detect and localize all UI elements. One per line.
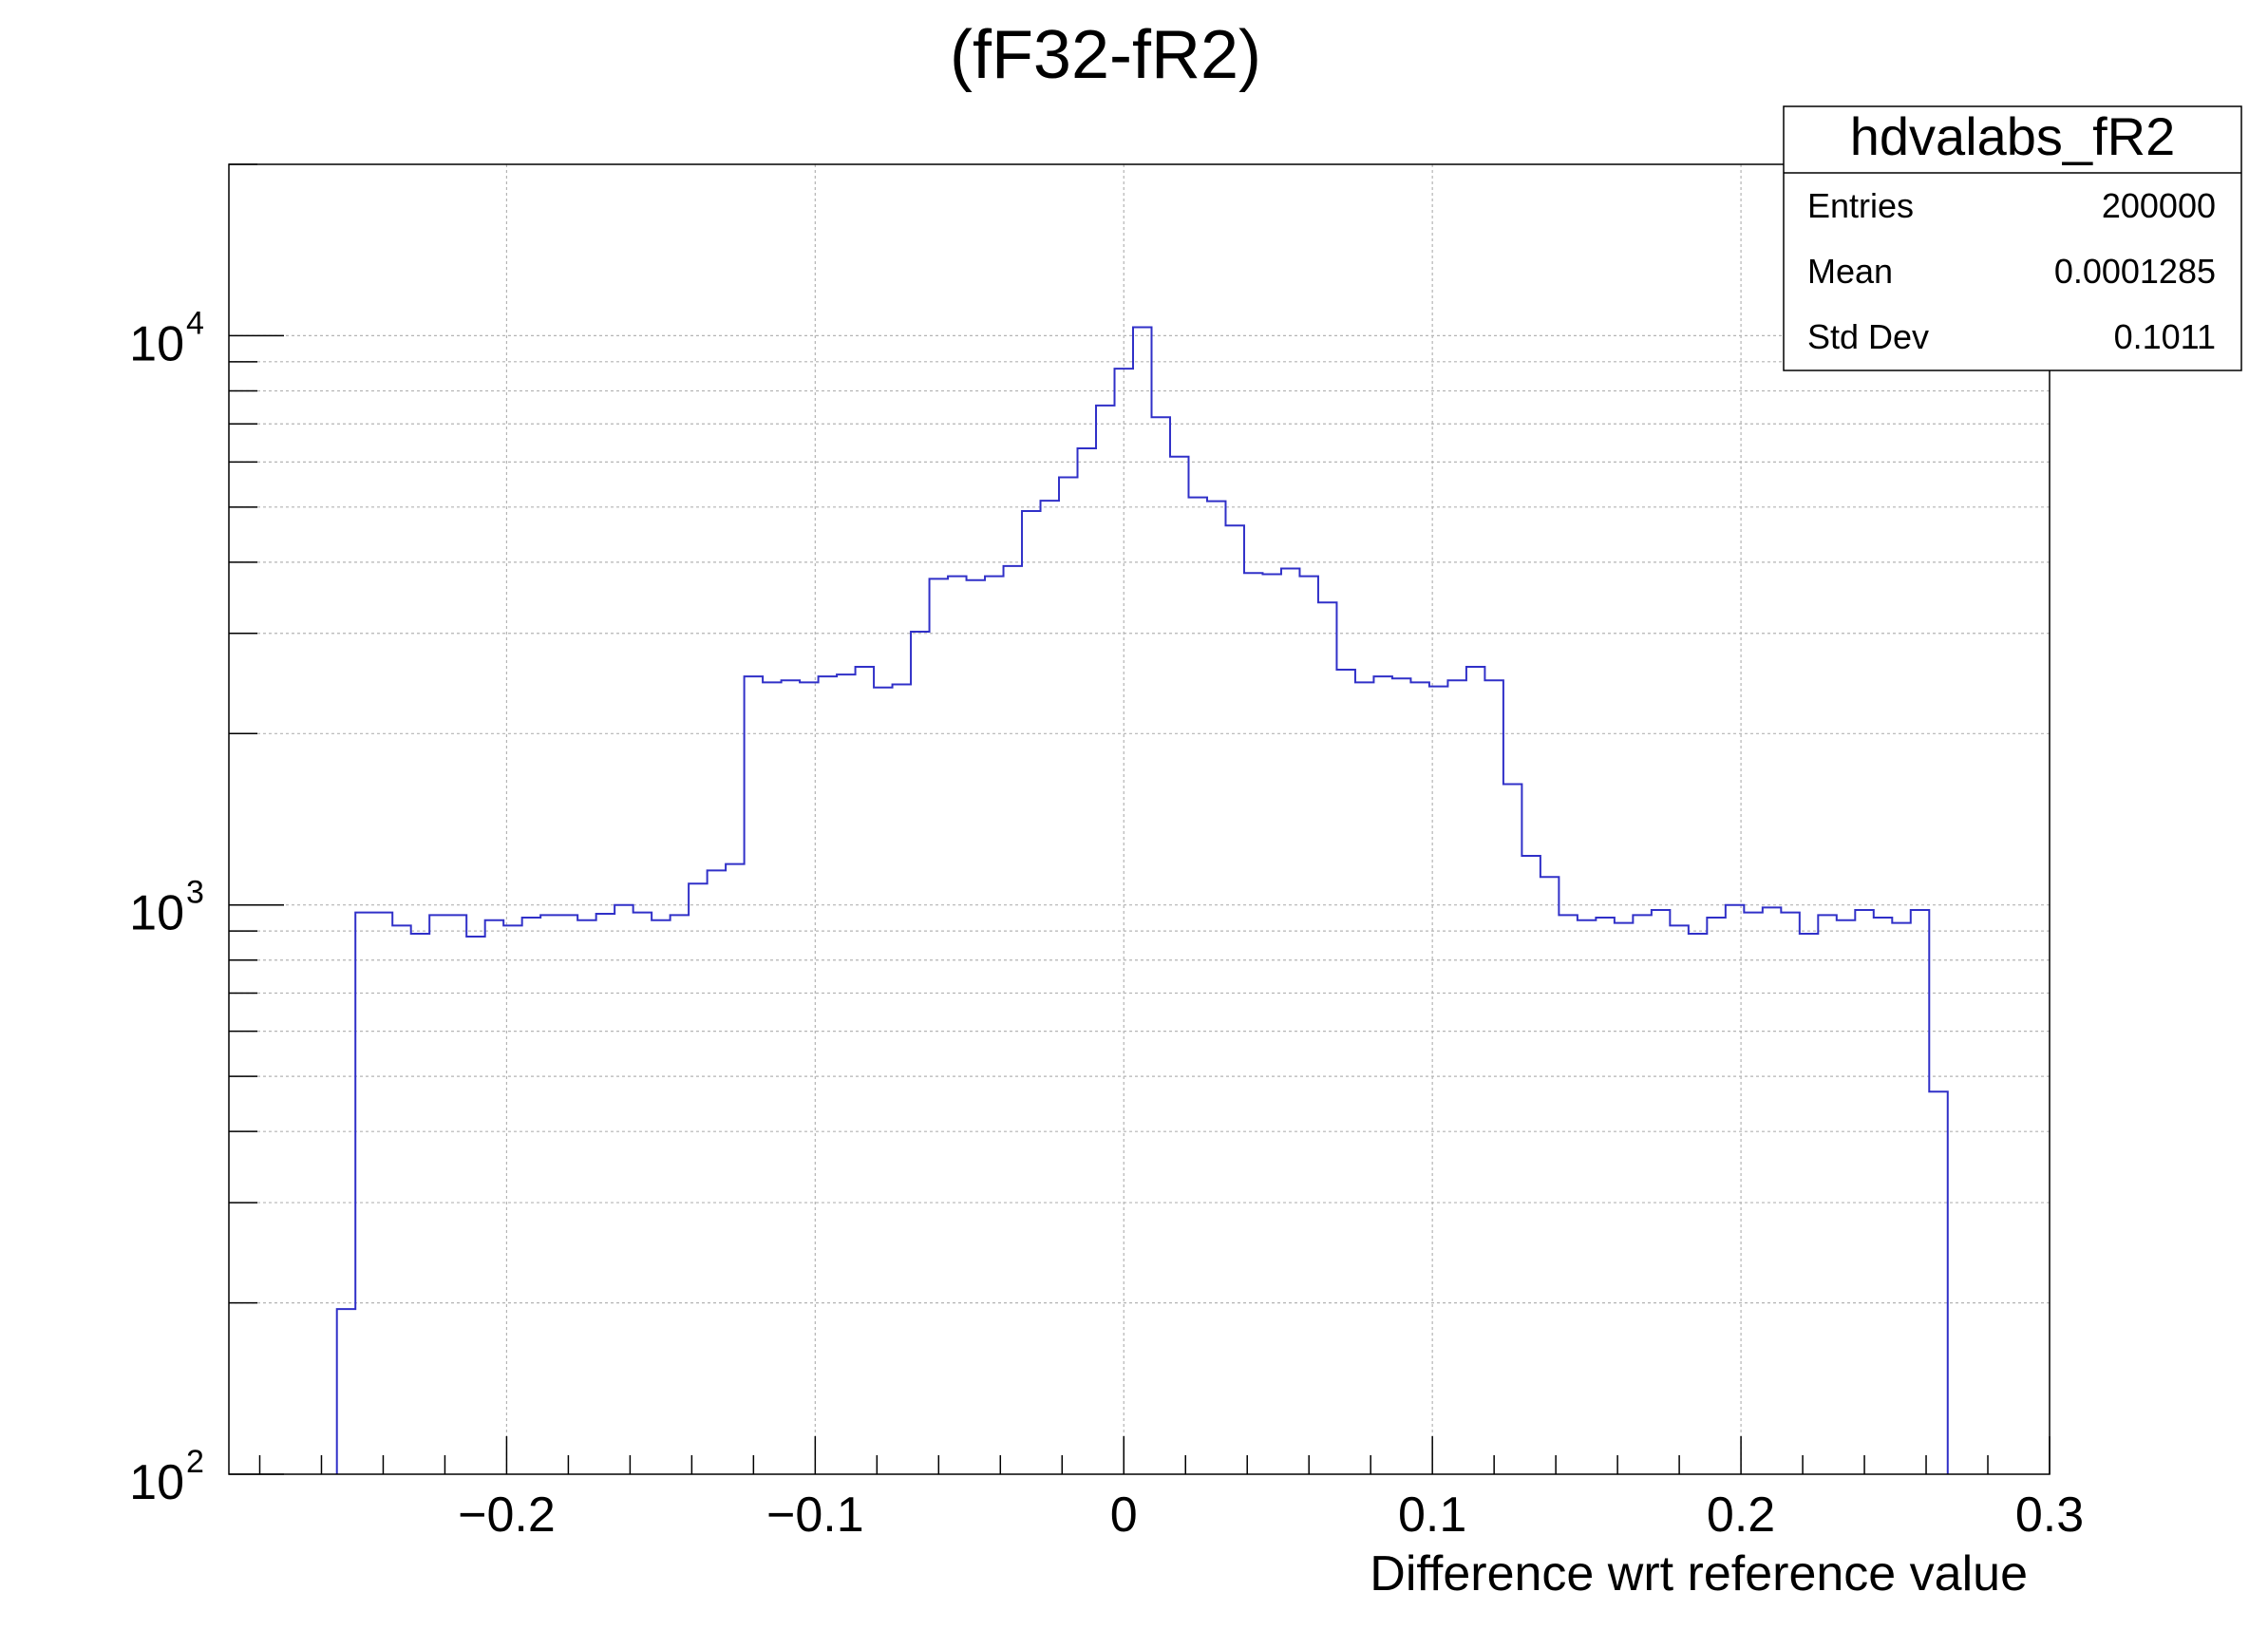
x-tick-label: 0.3: [2015, 1488, 2084, 1543]
y-tick-label: 10 3: [129, 875, 204, 941]
stats-mean-value: 0.0001285: [2054, 252, 2216, 291]
x-axis-label: Difference wrt reference value: [1370, 1546, 2028, 1602]
stats-mean-label: Mean: [1807, 252, 1893, 291]
y-tick-label-base: 10: [129, 1455, 184, 1510]
y-tick-label: 10 2: [129, 1444, 204, 1510]
stats-entries-label: Entries: [1807, 186, 1914, 225]
y-tick-label-exponent: 2: [186, 1444, 204, 1480]
grid-lines: [229, 164, 2050, 1474]
x-tick-label: 0: [1110, 1488, 1138, 1543]
plot-frame: [228, 163, 2051, 1475]
chart-title: (fF32-fR2): [950, 17, 1261, 93]
y-tick-label-base: 10: [129, 316, 184, 371]
stats-box: hdvalabs_fR2 Entries 200000 Mean 0.00012…: [1783, 105, 2242, 371]
stats-box-frame: [1783, 105, 2242, 371]
stats-entries-value: 200000: [2102, 186, 2216, 225]
y-tick-label: 10 4: [129, 305, 204, 371]
x-tick-labels: −0.2 −0.1 0 0.1 0.2 0.3: [458, 1488, 2084, 1543]
x-tick-label: 0.1: [1398, 1488, 1466, 1543]
stats-box-title: hdvalabs_fR2: [1850, 106, 2175, 166]
x-tick-label: −0.1: [766, 1488, 864, 1543]
y-tick-label-exponent: 3: [186, 875, 204, 911]
x-tick-label: −0.2: [458, 1488, 556, 1543]
x-tick-label: 0.2: [1707, 1488, 1775, 1543]
stats-stddev-label: Std Dev: [1807, 317, 1929, 356]
histogram-series-line: [335, 326, 1949, 1474]
y-tick-label-base: 10: [129, 886, 184, 941]
y-tick-label-exponent: 4: [186, 305, 204, 341]
stats-stddev-value: 0.1011: [2114, 317, 2216, 356]
